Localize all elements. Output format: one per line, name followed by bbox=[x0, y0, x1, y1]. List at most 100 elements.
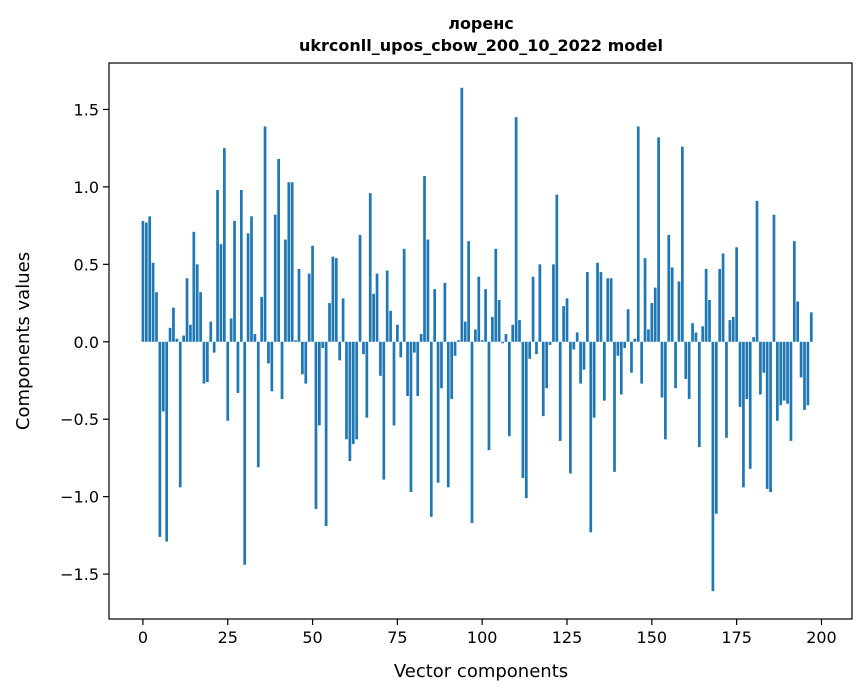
bar-9 bbox=[172, 307, 175, 342]
bar-88 bbox=[440, 341, 443, 389]
bar-49 bbox=[307, 273, 311, 342]
bar-31 bbox=[246, 233, 250, 342]
bar-179 bbox=[748, 341, 752, 469]
x-tick-label: 175 bbox=[721, 628, 752, 647]
bar-52 bbox=[317, 341, 321, 426]
bar-12 bbox=[182, 335, 185, 342]
bar-109 bbox=[511, 324, 515, 342]
bar-39 bbox=[273, 214, 277, 342]
bar-192 bbox=[792, 241, 796, 342]
bar-36 bbox=[263, 126, 267, 342]
bar-103 bbox=[491, 316, 494, 342]
bar-193 bbox=[796, 301, 800, 342]
bar-159 bbox=[681, 146, 684, 342]
x-tick-label: 100 bbox=[467, 628, 498, 647]
bar-125 bbox=[565, 298, 569, 342]
bar-161 bbox=[687, 341, 691, 400]
bar-85 bbox=[429, 341, 433, 517]
bar-35 bbox=[260, 296, 264, 342]
bar-64 bbox=[358, 234, 362, 342]
bar-60 bbox=[345, 341, 348, 440]
bar-76 bbox=[399, 341, 403, 358]
bar-59 bbox=[341, 298, 345, 342]
bar-19 bbox=[206, 341, 209, 383]
bar-11 bbox=[178, 341, 182, 488]
bar-14 bbox=[189, 324, 192, 342]
bar-140 bbox=[616, 341, 620, 356]
bar-110 bbox=[514, 117, 518, 342]
bar-98 bbox=[474, 329, 477, 342]
bar-89 bbox=[443, 282, 447, 342]
bar-175 bbox=[735, 247, 738, 342]
bar-95 bbox=[463, 321, 467, 342]
bar-3 bbox=[151, 262, 155, 342]
bar-62 bbox=[351, 341, 355, 444]
bar-87 bbox=[436, 341, 440, 483]
bar-158 bbox=[677, 281, 681, 342]
bar-17 bbox=[199, 292, 202, 342]
bar-75 bbox=[396, 324, 399, 342]
bar-51 bbox=[314, 341, 318, 510]
bar-150 bbox=[650, 303, 654, 342]
bar-114 bbox=[528, 341, 532, 359]
bar-197 bbox=[809, 312, 813, 342]
bar-79 bbox=[409, 341, 413, 492]
bar-194 bbox=[799, 341, 803, 378]
bar-22 bbox=[216, 190, 219, 342]
bar-27 bbox=[233, 220, 236, 342]
bar-142 bbox=[623, 341, 627, 348]
bar-94 bbox=[460, 87, 464, 342]
bar-69 bbox=[375, 273, 379, 342]
bar-126 bbox=[569, 341, 572, 474]
bar-106 bbox=[501, 341, 504, 344]
bar-136 bbox=[602, 341, 606, 401]
bar-42 bbox=[284, 239, 287, 342]
bar-40 bbox=[277, 159, 280, 342]
bar-65 bbox=[362, 341, 365, 355]
bar-56 bbox=[331, 256, 335, 342]
bar-124 bbox=[562, 306, 565, 342]
bar-43 bbox=[287, 182, 291, 342]
bar-186 bbox=[772, 214, 776, 342]
bar-5 bbox=[158, 341, 162, 537]
x-tick-label: 25 bbox=[218, 628, 238, 647]
bar-195 bbox=[803, 341, 806, 410]
bar-18 bbox=[202, 341, 206, 384]
bar-92 bbox=[453, 341, 457, 356]
bar-183 bbox=[762, 341, 766, 373]
bar-66 bbox=[365, 341, 369, 418]
bar-63 bbox=[355, 341, 359, 440]
bar-47 bbox=[301, 341, 304, 375]
bar-38 bbox=[270, 341, 274, 392]
bar-177 bbox=[742, 341, 745, 488]
bar-81 bbox=[416, 341, 420, 396]
plot-frame bbox=[108, 62, 853, 620]
bar-28 bbox=[236, 341, 240, 393]
bar-166 bbox=[704, 268, 708, 342]
bar-73 bbox=[389, 310, 392, 342]
bars-group bbox=[141, 87, 813, 592]
chart-subtitle: ukrconll_upos_cbow_200_10_2022 model bbox=[299, 36, 663, 55]
bar-144 bbox=[630, 341, 633, 373]
bar-82 bbox=[419, 334, 423, 342]
bar-26 bbox=[229, 318, 233, 342]
bar-71 bbox=[382, 341, 386, 480]
bar-157 bbox=[674, 341, 677, 389]
bar-152 bbox=[657, 137, 660, 342]
bar-67 bbox=[368, 193, 372, 342]
bar-55 bbox=[328, 303, 331, 342]
bar-45 bbox=[294, 340, 297, 342]
bar-116 bbox=[535, 341, 538, 355]
bar-8 bbox=[168, 327, 172, 342]
bar-154 bbox=[664, 341, 667, 440]
bar-145 bbox=[633, 338, 637, 342]
bar-61 bbox=[348, 341, 352, 462]
bar-48 bbox=[304, 341, 308, 384]
bar-4 bbox=[155, 292, 158, 342]
y-axis-ticks: 1.5 1.0 0.5 0.0 −0.5 −1.0 −1.5 bbox=[60, 100, 109, 584]
bar-102 bbox=[487, 341, 491, 451]
bar-112 bbox=[521, 341, 525, 479]
bar-169 bbox=[714, 341, 718, 514]
y-tick-label: 1.5 bbox=[74, 100, 99, 119]
x-tick-label: 75 bbox=[387, 628, 407, 647]
